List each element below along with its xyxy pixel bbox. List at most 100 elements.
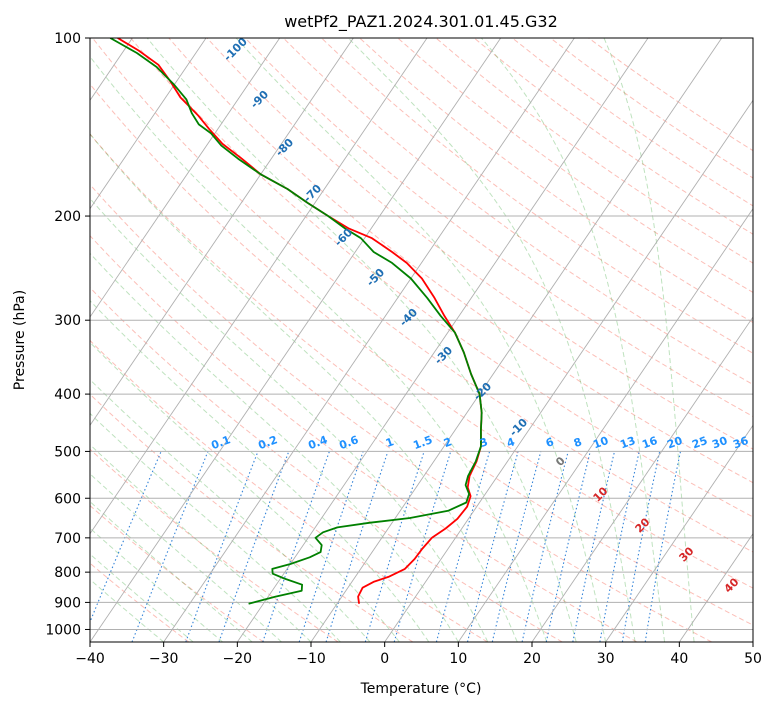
isotherm-gridline xyxy=(90,38,354,427)
y-tick-label: 1000 xyxy=(45,622,81,638)
dry-adiabat xyxy=(130,38,753,518)
y-tick-label: 500 xyxy=(54,444,81,460)
moist-adiabat xyxy=(90,300,430,642)
plot-frame xyxy=(89,37,754,643)
mixing-ratio-label: 0.6 xyxy=(337,433,360,452)
dry-adiabat xyxy=(90,83,753,589)
mixing-ratio-lines xyxy=(90,451,682,642)
dry-adiabat xyxy=(92,38,753,553)
mixing-ratio-label: 4 xyxy=(505,435,517,450)
x-tick-label: 0 xyxy=(380,651,389,667)
sounding-profiles xyxy=(109,38,483,605)
dry-adiabat xyxy=(244,38,753,418)
mixing-ratio-label: 0.4 xyxy=(306,433,329,452)
mixing-ratio-label: 16 xyxy=(640,434,659,452)
dry-adiabat xyxy=(90,286,563,642)
moist-adiabat xyxy=(603,38,695,642)
isotherm-gridline xyxy=(605,424,753,642)
dry-adiabat xyxy=(321,38,753,354)
mixing-ratio-line xyxy=(435,451,491,642)
dry-adiabat xyxy=(90,133,753,626)
isotherm-gridline xyxy=(457,207,753,642)
moist-adiabat xyxy=(90,252,459,642)
skewed-temperature-gridlines xyxy=(90,38,753,642)
mixing-ratio-line xyxy=(185,451,259,642)
x-tick-label: 30 xyxy=(597,651,615,667)
mixing-ratio-line xyxy=(218,451,290,642)
mixing-ratio-label: 25 xyxy=(690,434,709,451)
y-tick-label: 900 xyxy=(54,595,81,611)
moist-adiabat xyxy=(90,197,489,642)
isotherm-gridline xyxy=(163,38,575,642)
y-tick-label: 400 xyxy=(54,387,81,403)
moist-adiabat xyxy=(235,38,607,642)
chart-title: wetPf2_PAZ1.2024.301.01.45.G32 xyxy=(284,12,558,32)
dry-adiabat xyxy=(282,38,753,386)
moist-adiabat xyxy=(90,443,312,642)
x-tick-label: 10 xyxy=(449,651,467,667)
mixing-ratio-label: 36 xyxy=(731,434,750,452)
dry-adiabats xyxy=(90,38,753,642)
y-tick-label: 300 xyxy=(54,313,81,329)
mixing-ratio-label: 1.5 xyxy=(411,433,434,452)
mixing-ratio-line xyxy=(298,451,364,642)
moist-adiabat xyxy=(90,527,223,642)
x-tick-label: 20 xyxy=(523,651,541,667)
x-tick-label: −30 xyxy=(149,651,179,667)
moist-adiabat xyxy=(90,378,371,642)
moist-adiabat xyxy=(481,38,666,642)
mixing-ratio-label: 3 xyxy=(478,435,490,450)
isotherm-gridline xyxy=(531,316,753,642)
mixing-ratio-label: 2 xyxy=(442,435,454,450)
x-tick-label: −20 xyxy=(223,651,253,667)
mixing-ratio-label: 0.2 xyxy=(256,433,279,452)
profile-line xyxy=(109,38,483,605)
mixing-ratio-line xyxy=(90,451,162,624)
moist-adiabat xyxy=(90,412,341,642)
mixing-ratio-line xyxy=(325,451,389,642)
dry-adiabat xyxy=(90,339,488,642)
isotherm-gridline xyxy=(236,38,649,642)
isotherm-gridline xyxy=(90,38,428,535)
moist-adiabat xyxy=(90,133,518,642)
moist-adiabat xyxy=(347,38,636,642)
mixing-ratio-label: 1 xyxy=(384,435,396,450)
isotherm-gridline xyxy=(90,38,502,642)
x-tick-label: −10 xyxy=(296,651,326,667)
y-tick-label: 100 xyxy=(54,31,81,47)
moist-adiabat xyxy=(146,38,577,642)
y-tick-label: 600 xyxy=(54,491,81,507)
mixing-ratio-label: 8 xyxy=(572,435,584,450)
x-axis-label: Temperature (°C) xyxy=(360,681,482,697)
mixing-ratio-label: 13 xyxy=(618,434,637,451)
isotherm-gridline xyxy=(90,38,207,210)
y-axis: 100 200 300 400 500 600 700 800 900 1000 xyxy=(45,31,90,638)
moist-adiabat xyxy=(90,341,400,642)
x-tick-label: 40 xyxy=(670,651,688,667)
y-axis-label: Pressure (hPa) xyxy=(12,290,28,390)
pressure-gridlines xyxy=(90,38,753,630)
isotherm-gridline xyxy=(678,532,753,642)
mixing-ratio-line xyxy=(262,451,330,642)
mixing-ratio-label: 30 xyxy=(710,434,729,452)
x-tick-label: −40 xyxy=(75,651,105,667)
dry-adiabat xyxy=(168,38,753,484)
mixing-ratio-line xyxy=(466,451,519,642)
dry-adiabat xyxy=(90,183,712,642)
mixing-ratio-line xyxy=(364,451,425,642)
isotherm-gridline xyxy=(310,38,723,642)
isotherm-gridline xyxy=(384,99,753,642)
mixing-ratio-label: 0.1 xyxy=(209,433,232,452)
x-axis: −40 −30 −20 −10 0 10 20 30 40 50 xyxy=(75,642,762,667)
y-tick-label: 700 xyxy=(54,531,81,547)
y-tick-label: 800 xyxy=(54,565,81,581)
mixing-ratio-line xyxy=(521,451,569,642)
dry-adiabat xyxy=(90,235,638,642)
mixing-ratio-label: 10 xyxy=(591,434,610,452)
dry-adiabat xyxy=(90,562,190,642)
mixing-ratio-line xyxy=(131,451,209,642)
isotherm-gridline xyxy=(90,38,281,318)
y-tick-label: 200 xyxy=(54,209,81,225)
